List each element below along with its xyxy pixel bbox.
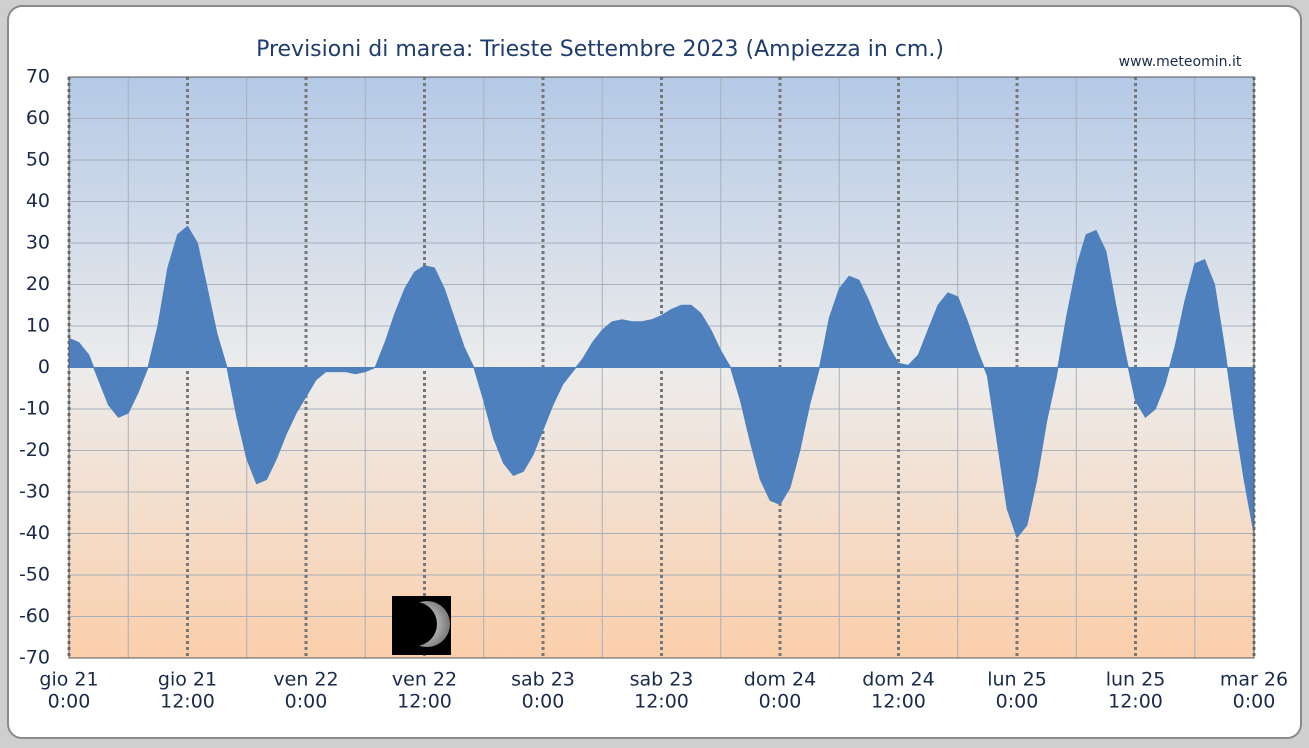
tide-area	[68, 225, 1255, 539]
y-tick-label: -60	[19, 605, 50, 627]
x-tick-label: lun 25	[987, 669, 1047, 691]
y-tick-label: 40	[26, 190, 50, 212]
x-tick-label: dom 24	[862, 669, 934, 691]
y-tick-label: -10	[19, 398, 50, 420]
x-tick-label: 12:00	[397, 691, 452, 713]
x-tick-label: 12:00	[1108, 691, 1163, 713]
y-tick-label: 20	[26, 273, 50, 295]
x-tick-label: 12:00	[634, 691, 689, 713]
x-tick-label: ven 22	[392, 669, 457, 691]
x-tick-label: gio 21	[39, 669, 98, 691]
y-tick-label: -40	[19, 522, 50, 544]
moon-icon	[392, 596, 451, 655]
y-tick-label: 10	[26, 315, 50, 337]
x-tick-label: 0:00	[1233, 691, 1276, 713]
y-tick-label: 0	[38, 356, 50, 378]
plot-border	[68, 76, 1255, 659]
x-tick-label: 12:00	[871, 691, 926, 713]
y-tick-label: 60	[26, 107, 50, 129]
x-tick-label: 0:00	[285, 691, 328, 713]
x-tick-label: 0:00	[759, 691, 802, 713]
source: www.meteomin.it	[1119, 54, 1242, 70]
y-tick-label: 70	[26, 66, 50, 88]
x-tick-label: gio 21	[158, 669, 217, 691]
y-tick-label: -70	[19, 647, 50, 669]
y-tick-label: 50	[26, 149, 50, 171]
y-tick-label: -30	[19, 481, 50, 503]
y-tick-label: -20	[19, 439, 50, 461]
x-tick-label: sab 23	[511, 669, 575, 691]
chart-title: Previsioni di marea: Trieste Settembre 2…	[256, 37, 944, 62]
y-tick-label: -50	[19, 564, 50, 586]
x-tick-label: 12:00	[160, 691, 215, 713]
x-tick-label: 0:00	[996, 691, 1039, 713]
y-tick-label: 30	[26, 232, 50, 254]
x-tick-label: sab 23	[630, 669, 694, 691]
x-tick-label: 0:00	[522, 691, 565, 713]
x-tick-label: 0:00	[48, 691, 91, 713]
x-tick-label: ven 22	[273, 669, 338, 691]
x-tick-label: dom 24	[744, 669, 816, 691]
x-tick-label: lun 25	[1106, 669, 1166, 691]
x-tick-label: mar 26	[1220, 669, 1288, 691]
